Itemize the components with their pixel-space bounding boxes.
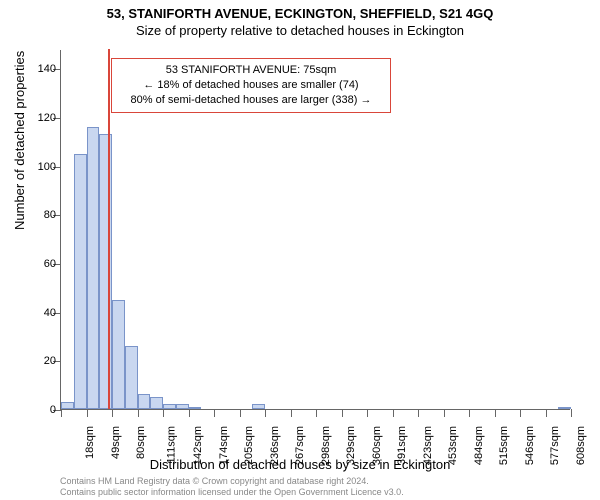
y-axis-label: Number of detached properties <box>12 51 27 230</box>
x-tick <box>61 409 62 417</box>
chart-subtitle: Size of property relative to detached ho… <box>0 21 600 42</box>
histogram-bar <box>163 404 176 409</box>
x-tick <box>138 409 139 417</box>
x-tick <box>342 409 343 417</box>
x-tick <box>163 409 164 417</box>
chart-container: 53, STANIFORTH AVENUE, ECKINGTON, SHEFFI… <box>0 0 600 500</box>
y-tick-label: 0 <box>26 404 56 416</box>
attribution-footer: Contains HM Land Registry data © Crown c… <box>0 476 600 498</box>
x-tick <box>240 409 241 417</box>
plot-area: 18sqm49sqm80sqm111sqm142sqm174sqm205sqm2… <box>60 50 570 410</box>
x-axis-label: Distribution of detached houses by size … <box>0 457 600 472</box>
x-tick <box>316 409 317 417</box>
x-tick <box>469 409 470 417</box>
plot-wrap: 18sqm49sqm80sqm111sqm142sqm174sqm205sqm2… <box>60 50 570 410</box>
x-tick <box>571 409 572 417</box>
x-tick <box>393 409 394 417</box>
property-marker-line <box>108 49 110 409</box>
y-tick-label: 140 <box>26 63 56 75</box>
footer-line-1: Contains HM Land Registry data © Crown c… <box>60 476 600 487</box>
y-tick-label: 100 <box>26 161 56 173</box>
histogram-bar <box>189 407 202 409</box>
x-tick <box>546 409 547 417</box>
histogram-bar <box>61 402 74 409</box>
chart-title: 53, STANIFORTH AVENUE, ECKINGTON, SHEFFI… <box>0 0 600 21</box>
histogram-bar <box>150 397 163 409</box>
x-tick-label: 49sqm <box>110 426 122 459</box>
histogram-bar <box>74 154 87 409</box>
x-tick <box>418 409 419 417</box>
annotation-line: ← 18% of detached houses are smaller (74… <box>120 78 382 93</box>
x-tick <box>520 409 521 417</box>
annotation-line: 53 STANIFORTH AVENUE: 75sqm <box>120 63 382 78</box>
y-tick-label: 80 <box>26 209 56 221</box>
histogram-bar <box>87 127 100 409</box>
annotation-line: 80% of semi-detached houses are larger (… <box>120 93 382 108</box>
x-tick <box>265 409 266 417</box>
histogram-bar <box>176 404 189 409</box>
histogram-bar <box>138 394 151 409</box>
annotation-box: 53 STANIFORTH AVENUE: 75sqm← 18% of deta… <box>111 58 391 113</box>
x-tick-label: 80sqm <box>135 426 147 459</box>
y-tick-label: 60 <box>26 258 56 270</box>
x-tick <box>214 409 215 417</box>
x-tick <box>367 409 368 417</box>
x-tick <box>112 409 113 417</box>
histogram-bar <box>252 404 265 409</box>
histogram-bar <box>558 407 571 409</box>
histogram-bar <box>99 134 112 409</box>
x-tick <box>189 409 190 417</box>
y-tick-label: 40 <box>26 307 56 319</box>
histogram-bar <box>125 346 138 409</box>
x-tick <box>87 409 88 417</box>
x-tick <box>291 409 292 417</box>
x-tick <box>495 409 496 417</box>
x-tick-label: 18sqm <box>84 426 96 459</box>
y-tick-label: 20 <box>26 355 56 367</box>
histogram-bar <box>112 300 125 409</box>
x-tick <box>444 409 445 417</box>
footer-line-2: Contains public sector information licen… <box>60 487 600 498</box>
y-tick-label: 120 <box>26 112 56 124</box>
